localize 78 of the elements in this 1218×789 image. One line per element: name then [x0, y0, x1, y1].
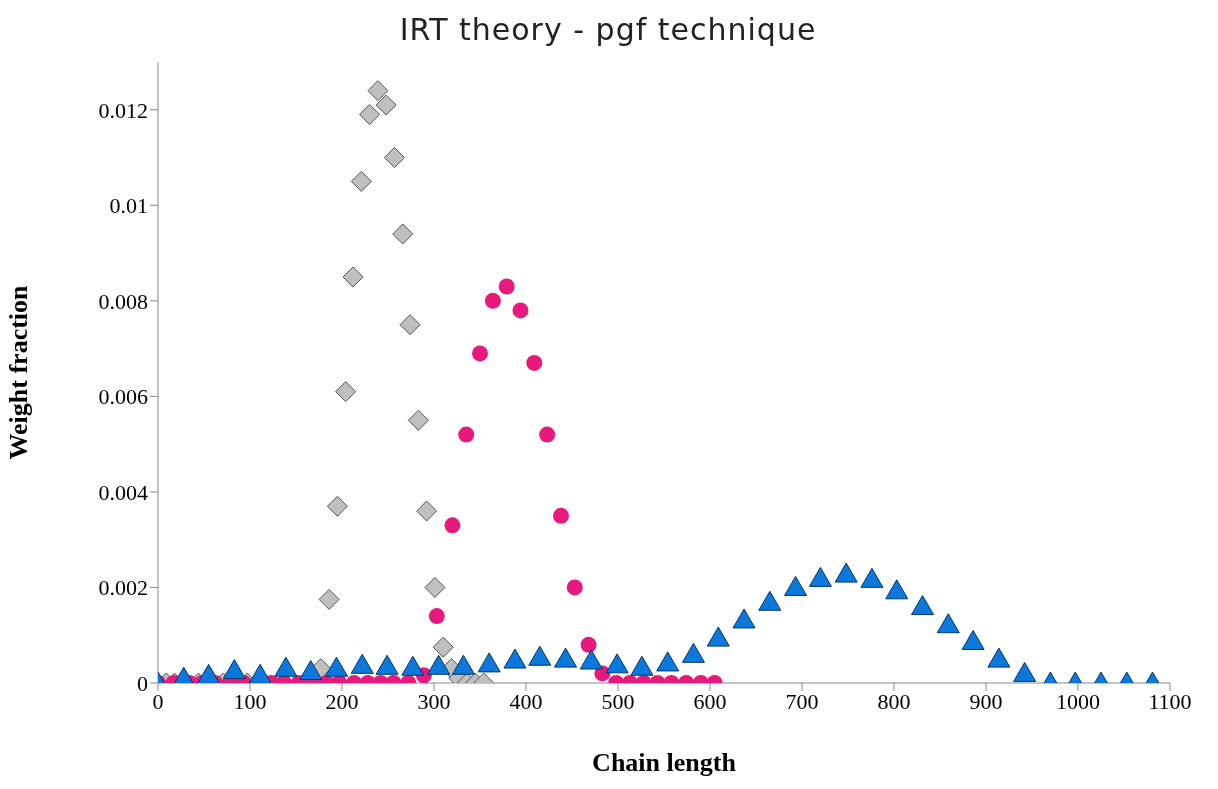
x-tick-label: 100	[233, 688, 267, 714]
x-tick-label: 700	[785, 688, 819, 714]
point	[416, 500, 438, 522]
point	[784, 575, 808, 596]
x-axis-title: Chain length	[592, 748, 737, 777]
x-tick-label: 0	[152, 688, 164, 714]
point	[444, 517, 461, 534]
x-tick-label: 600	[693, 688, 727, 714]
point	[605, 653, 629, 674]
point	[706, 626, 730, 647]
point	[630, 655, 654, 676]
point	[458, 426, 475, 443]
x-tick-label: 400	[509, 688, 543, 714]
point	[860, 567, 884, 588]
point	[512, 302, 529, 319]
point	[350, 653, 374, 674]
point	[528, 645, 552, 666]
point	[1013, 661, 1037, 682]
point	[579, 649, 603, 670]
point	[424, 576, 446, 598]
y-tick-label: 0.002	[98, 575, 148, 601]
point	[222, 659, 246, 680]
point	[383, 147, 405, 169]
point	[552, 507, 569, 524]
point	[248, 663, 272, 683]
point	[911, 595, 935, 616]
point	[758, 590, 782, 611]
point	[539, 426, 556, 443]
point	[987, 647, 1011, 668]
point	[407, 409, 429, 431]
point	[834, 562, 858, 583]
point	[808, 566, 832, 587]
point	[335, 381, 357, 403]
point	[936, 613, 960, 634]
x-tick-label: 1000	[1056, 688, 1100, 714]
x-tick-label: 200	[325, 688, 359, 714]
y-tick-label: 0.004	[98, 479, 148, 505]
point	[498, 278, 515, 295]
y-tick-label: 0	[137, 670, 148, 696]
point	[503, 648, 527, 669]
point	[324, 656, 348, 677]
point	[367, 80, 389, 102]
point	[732, 608, 756, 629]
point	[885, 579, 909, 600]
point	[554, 647, 578, 668]
y-tick-label: 0.012	[98, 97, 148, 123]
point	[392, 223, 414, 245]
point	[299, 660, 323, 681]
y-tick-label: 0.008	[98, 288, 148, 314]
chart-title: IRT theory - pgf technique	[398, 12, 818, 47]
y-axis-title: Weight fraction	[4, 284, 34, 460]
point	[342, 266, 364, 288]
x-tick-label: 500	[601, 688, 635, 714]
point	[399, 314, 421, 336]
point	[375, 94, 397, 116]
point	[961, 629, 985, 650]
point	[326, 495, 348, 517]
point	[274, 656, 298, 677]
x-tick-label: 800	[877, 688, 911, 714]
x-tick-label: 900	[969, 688, 1003, 714]
point	[484, 292, 501, 309]
point	[197, 663, 221, 683]
point	[359, 104, 381, 126]
point	[350, 170, 372, 192]
point	[427, 654, 451, 675]
point	[451, 654, 475, 675]
point	[375, 654, 399, 675]
x-tick-label: 300	[417, 688, 451, 714]
point	[526, 354, 543, 371]
x-tick-label: 1100	[1148, 688, 1192, 714]
point	[318, 588, 340, 610]
point	[477, 652, 501, 673]
point	[472, 345, 488, 362]
point	[656, 651, 680, 672]
point	[681, 642, 705, 663]
y-tick-label: 0.006	[98, 384, 148, 410]
y-tick-label: 0.01	[109, 193, 148, 219]
point	[401, 655, 425, 676]
